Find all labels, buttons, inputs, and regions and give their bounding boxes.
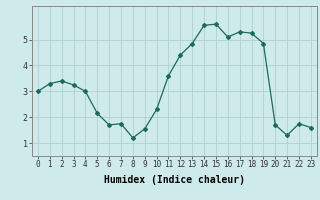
X-axis label: Humidex (Indice chaleur): Humidex (Indice chaleur) <box>104 175 245 185</box>
